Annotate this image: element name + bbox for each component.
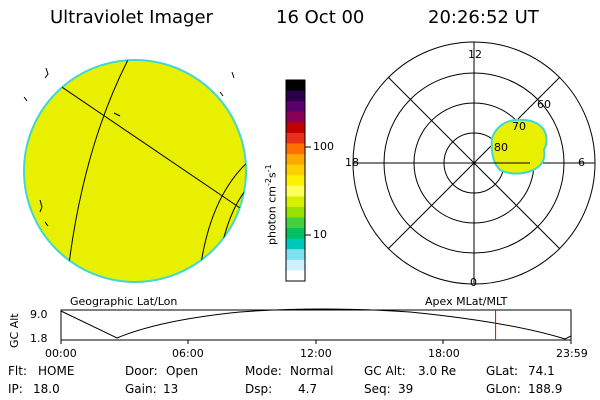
time-label: 20:26:52 UT [428, 7, 539, 28]
gc-ymin-label: 1.8 [30, 332, 48, 345]
colorbar-frame [285, 79, 306, 282]
glat-value: 74.1 [528, 364, 555, 378]
colorbar-band [286, 270, 305, 282]
colorbar-band [286, 206, 305, 219]
geographic-panel-label: Geographic Lat/Lon [70, 295, 178, 308]
gcalt-label: GC Alt: [364, 364, 406, 378]
colorbar-band [286, 249, 305, 261]
gc-ylabel: GC Alt [8, 313, 21, 348]
colorbar-band [286, 132, 305, 145]
gc-ymax-label: 9.0 [30, 308, 48, 321]
dsp-label: Dsp: [245, 382, 273, 396]
gc-altitude-curve [60, 308, 572, 340]
door-value: Open [166, 364, 199, 378]
gc-xtick-0600: 06:00 [172, 347, 204, 360]
colorbar-band [286, 196, 305, 208]
door-label: Door: [125, 364, 158, 378]
coastline [39, 199, 43, 213]
colorbar-band [286, 185, 305, 197]
coastline [44, 67, 49, 79]
coastline [231, 71, 235, 79]
gc-altitude-plot [60, 308, 572, 344]
seq-value: 39 [398, 382, 414, 396]
seq-label: Seq: [364, 382, 391, 396]
colorbar-band [286, 228, 305, 240]
coastline [23, 96, 28, 102]
filter-value: HOME [38, 364, 75, 378]
mode-label: Mode: [245, 364, 282, 378]
gcalt-value: 3.0 Re [418, 364, 457, 378]
auroral-oval-image [490, 118, 548, 175]
uv-disk [23, 59, 247, 283]
mlt-label-6: 6 [578, 156, 585, 169]
colorbar-band [286, 122, 305, 134]
colorbar-band [286, 90, 305, 102]
glon-label: GLon: [486, 382, 521, 396]
colorbar-tick-100: 100 [313, 140, 334, 153]
colorbar-band [286, 217, 305, 229]
coastline [113, 112, 121, 117]
coastline [219, 91, 224, 97]
ip-value: 18.0 [33, 382, 60, 396]
colorbar-band [286, 164, 305, 176]
colorbar-band [286, 80, 305, 92]
gain-value: 13 [163, 382, 179, 396]
apex-panel-label: Apex MLat/MLT [425, 295, 508, 308]
colorbar-unit-label: photon cm-2s-1 [264, 164, 279, 245]
colorbar-band [286, 154, 305, 166]
glat-label: GLat: [486, 364, 519, 378]
ip-label: IP: [8, 382, 23, 396]
gc-xtick-2359: 23:59 [556, 347, 588, 360]
colorbar-band [286, 143, 305, 155]
gc-xtick-0000: 00:00 [45, 347, 77, 360]
colorbar-band [286, 111, 305, 123]
coastline [44, 221, 49, 227]
filter-label: Flt: [8, 364, 27, 378]
colorbar-tick-10: 10 [313, 228, 327, 241]
glon-value: 188.9 [528, 382, 563, 396]
geographic-image [23, 59, 247, 283]
date-label: 16 Oct 00 [276, 7, 365, 28]
mlt-label-0: 0 [470, 276, 477, 289]
gc-xticks [60, 340, 572, 344]
colorbar [286, 80, 305, 282]
mlat-label-60: 60 [537, 98, 551, 111]
gc-xtick-1800: 18:00 [428, 347, 460, 360]
colorbar-band [286, 175, 305, 187]
colorbar-band [286, 101, 305, 113]
polar-axis-overlay [473, 108, 530, 164]
colorbar-band [286, 259, 305, 272]
gc-xtick-1200: 12:00 [300, 347, 332, 360]
mlt-label-12: 12 [468, 48, 482, 61]
mode-value: Normal [290, 364, 334, 378]
app-title: Ultraviolet Imager [50, 7, 213, 28]
colorbar-band [286, 238, 305, 250]
gain-label: Gain: [125, 382, 157, 396]
mlat-label-70: 70 [512, 120, 526, 133]
mlt-label-18: 18 [345, 156, 359, 169]
dsp-value: 4.7 [298, 382, 318, 396]
mlat-label-80: 80 [494, 141, 508, 154]
gc-plot-frame [60, 309, 572, 341]
grid-line [65, 60, 133, 282]
